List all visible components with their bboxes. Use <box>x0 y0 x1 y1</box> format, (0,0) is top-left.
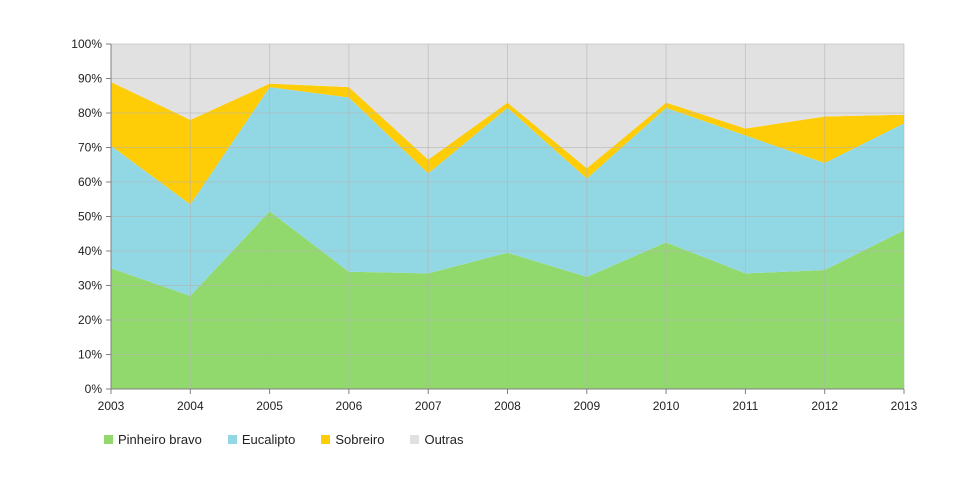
x-tick-label: 2006 <box>336 399 363 413</box>
x-tick-label: 2008 <box>494 399 521 413</box>
legend-label-eucalipto: Eucalipto <box>241 432 296 447</box>
legend-label-outras: Outras <box>424 432 464 447</box>
x-tick-label: 2003 <box>98 399 125 413</box>
x-tick-label: 2012 <box>811 399 838 413</box>
y-tick-label: 40% <box>78 244 102 258</box>
x-tick-label: 2011 <box>732 399 758 413</box>
y-tick-label: 30% <box>78 279 102 293</box>
gridlines <box>111 43 905 389</box>
y-tick-label: 0% <box>85 382 103 396</box>
y-tick-label: 100% <box>71 37 102 51</box>
legend-item-sobreiro[interactable]: Sobreiro <box>321 432 384 447</box>
legend-swatch-sobreiro <box>321 435 331 444</box>
y-tick-label: 90% <box>78 72 102 86</box>
legend-swatch-pinheiro-bravo <box>104 435 113 444</box>
legend-item-eucalipto[interactable]: Eucalipto <box>227 432 296 447</box>
y-tick-label: 50% <box>78 210 102 224</box>
x-axis-tick-labels: 2003 2004 2005 2006 2007 2008 2009 2010 2011 2012… <box>98 399 918 413</box>
legend-item-outras[interactable]: Outras <box>410 432 463 447</box>
y-tick-label: 80% <box>78 106 102 120</box>
legend-swatch-outras <box>410 435 420 444</box>
x-tick-label: 2005 <box>256 399 283 413</box>
y-axis-tick-labels: 0% 10% 20% 30% 40% 50% 60% 70% 80% 90% 100% <box>71 37 102 396</box>
x-tick-label: 2010 <box>653 399 680 413</box>
x-tick-label: 2009 <box>573 399 600 413</box>
legend: Pinheiro bravo Eucalipto Sobreiro Outras <box>104 432 463 447</box>
x-tick-label: 2007 <box>415 399 442 413</box>
legend-item-pinheiro-bravo[interactable]: Pinheiro bravo <box>104 432 202 447</box>
y-tick-label: 10% <box>78 348 102 362</box>
legend-label-sobreiro: Sobreiro <box>335 432 385 447</box>
y-tick-label: 60% <box>78 175 102 189</box>
x-tick-label: 2013 <box>891 399 918 413</box>
legend-swatch-eucalipto <box>227 435 237 444</box>
area-outras <box>111 44 904 169</box>
x-tick-label: 2004 <box>177 399 204 413</box>
y-tick-label: 70% <box>78 141 102 155</box>
legend-label-pinheiro-bravo: Pinheiro bravo <box>118 432 202 447</box>
y-tick-label: 20% <box>78 313 102 327</box>
axes <box>106 43 905 394</box>
